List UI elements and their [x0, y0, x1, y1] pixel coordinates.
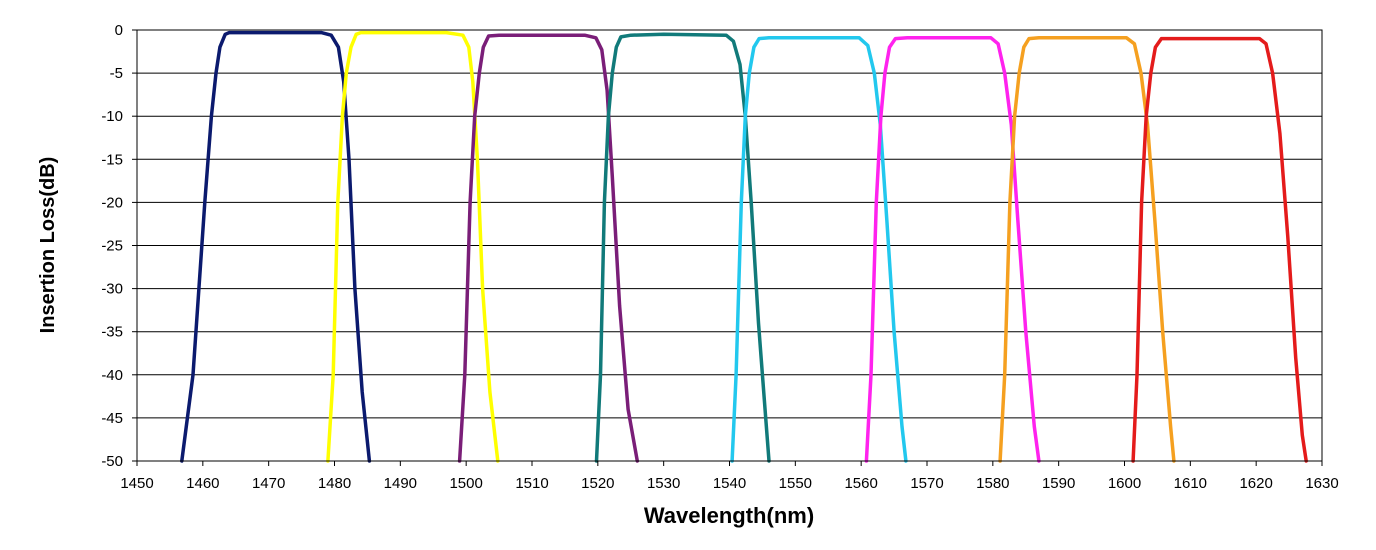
y-tick-label: -45 — [101, 410, 123, 427]
x-tick-label: 1470 — [252, 475, 285, 492]
x-tick-label: 1510 — [515, 475, 548, 492]
series-line-3 — [457, 33, 640, 463]
y-tick-label: -15 — [101, 151, 123, 168]
x-tick-label: 1570 — [910, 475, 943, 492]
x-tick-label: 1480 — [318, 475, 351, 492]
y-tick-label: -35 — [101, 324, 123, 341]
series-line-5 — [730, 36, 908, 463]
series-line-6 — [864, 36, 1041, 463]
series-line-2 — [326, 30, 500, 463]
x-tick-label: 1460 — [186, 475, 219, 492]
x-tick-label: 1450 — [120, 475, 153, 492]
series-line-8 — [1131, 36, 1308, 463]
y-tick-label: -25 — [101, 238, 123, 255]
y-tick-label: -5 — [110, 65, 123, 82]
x-tick-label: 1560 — [844, 475, 877, 492]
y-tick-label: -10 — [101, 108, 123, 125]
x-tick-label: 1600 — [1108, 475, 1141, 492]
x-tick-label: 1610 — [1174, 475, 1207, 492]
x-tick-label: 1500 — [449, 475, 482, 492]
series-group — [180, 30, 1308, 463]
x-tick-label: 1520 — [581, 475, 614, 492]
x-tick-label: 1490 — [384, 475, 417, 492]
y-axis-title: Insertion Loss(dB) — [37, 157, 59, 334]
x-tick-label: 1590 — [1042, 475, 1075, 492]
y-tick-label: -30 — [101, 281, 123, 298]
y-tick-label: -20 — [101, 194, 123, 211]
y-tick-label: 0 — [115, 22, 123, 39]
series-line-7 — [998, 36, 1176, 463]
series-line-1 — [180, 30, 372, 463]
series-line-4 — [594, 32, 771, 463]
x-tick-label: 1630 — [1305, 475, 1338, 492]
y-tick-label: -50 — [101, 453, 123, 470]
x-axis-title: Wavelength(nm) — [644, 503, 814, 528]
x-tick-label: 1620 — [1239, 475, 1272, 492]
x-tick-label: 1540 — [713, 475, 746, 492]
y-tick-label: -40 — [101, 367, 123, 384]
x-tick-label: 1530 — [647, 475, 680, 492]
x-tick-label: 1580 — [976, 475, 1009, 492]
x-tick-label: 1550 — [779, 475, 812, 492]
tick-labels: 0 -5 -10 -15 -20 -25 -30 -35 -40 -45 -50 1450 1460 14… — [101, 22, 1338, 492]
